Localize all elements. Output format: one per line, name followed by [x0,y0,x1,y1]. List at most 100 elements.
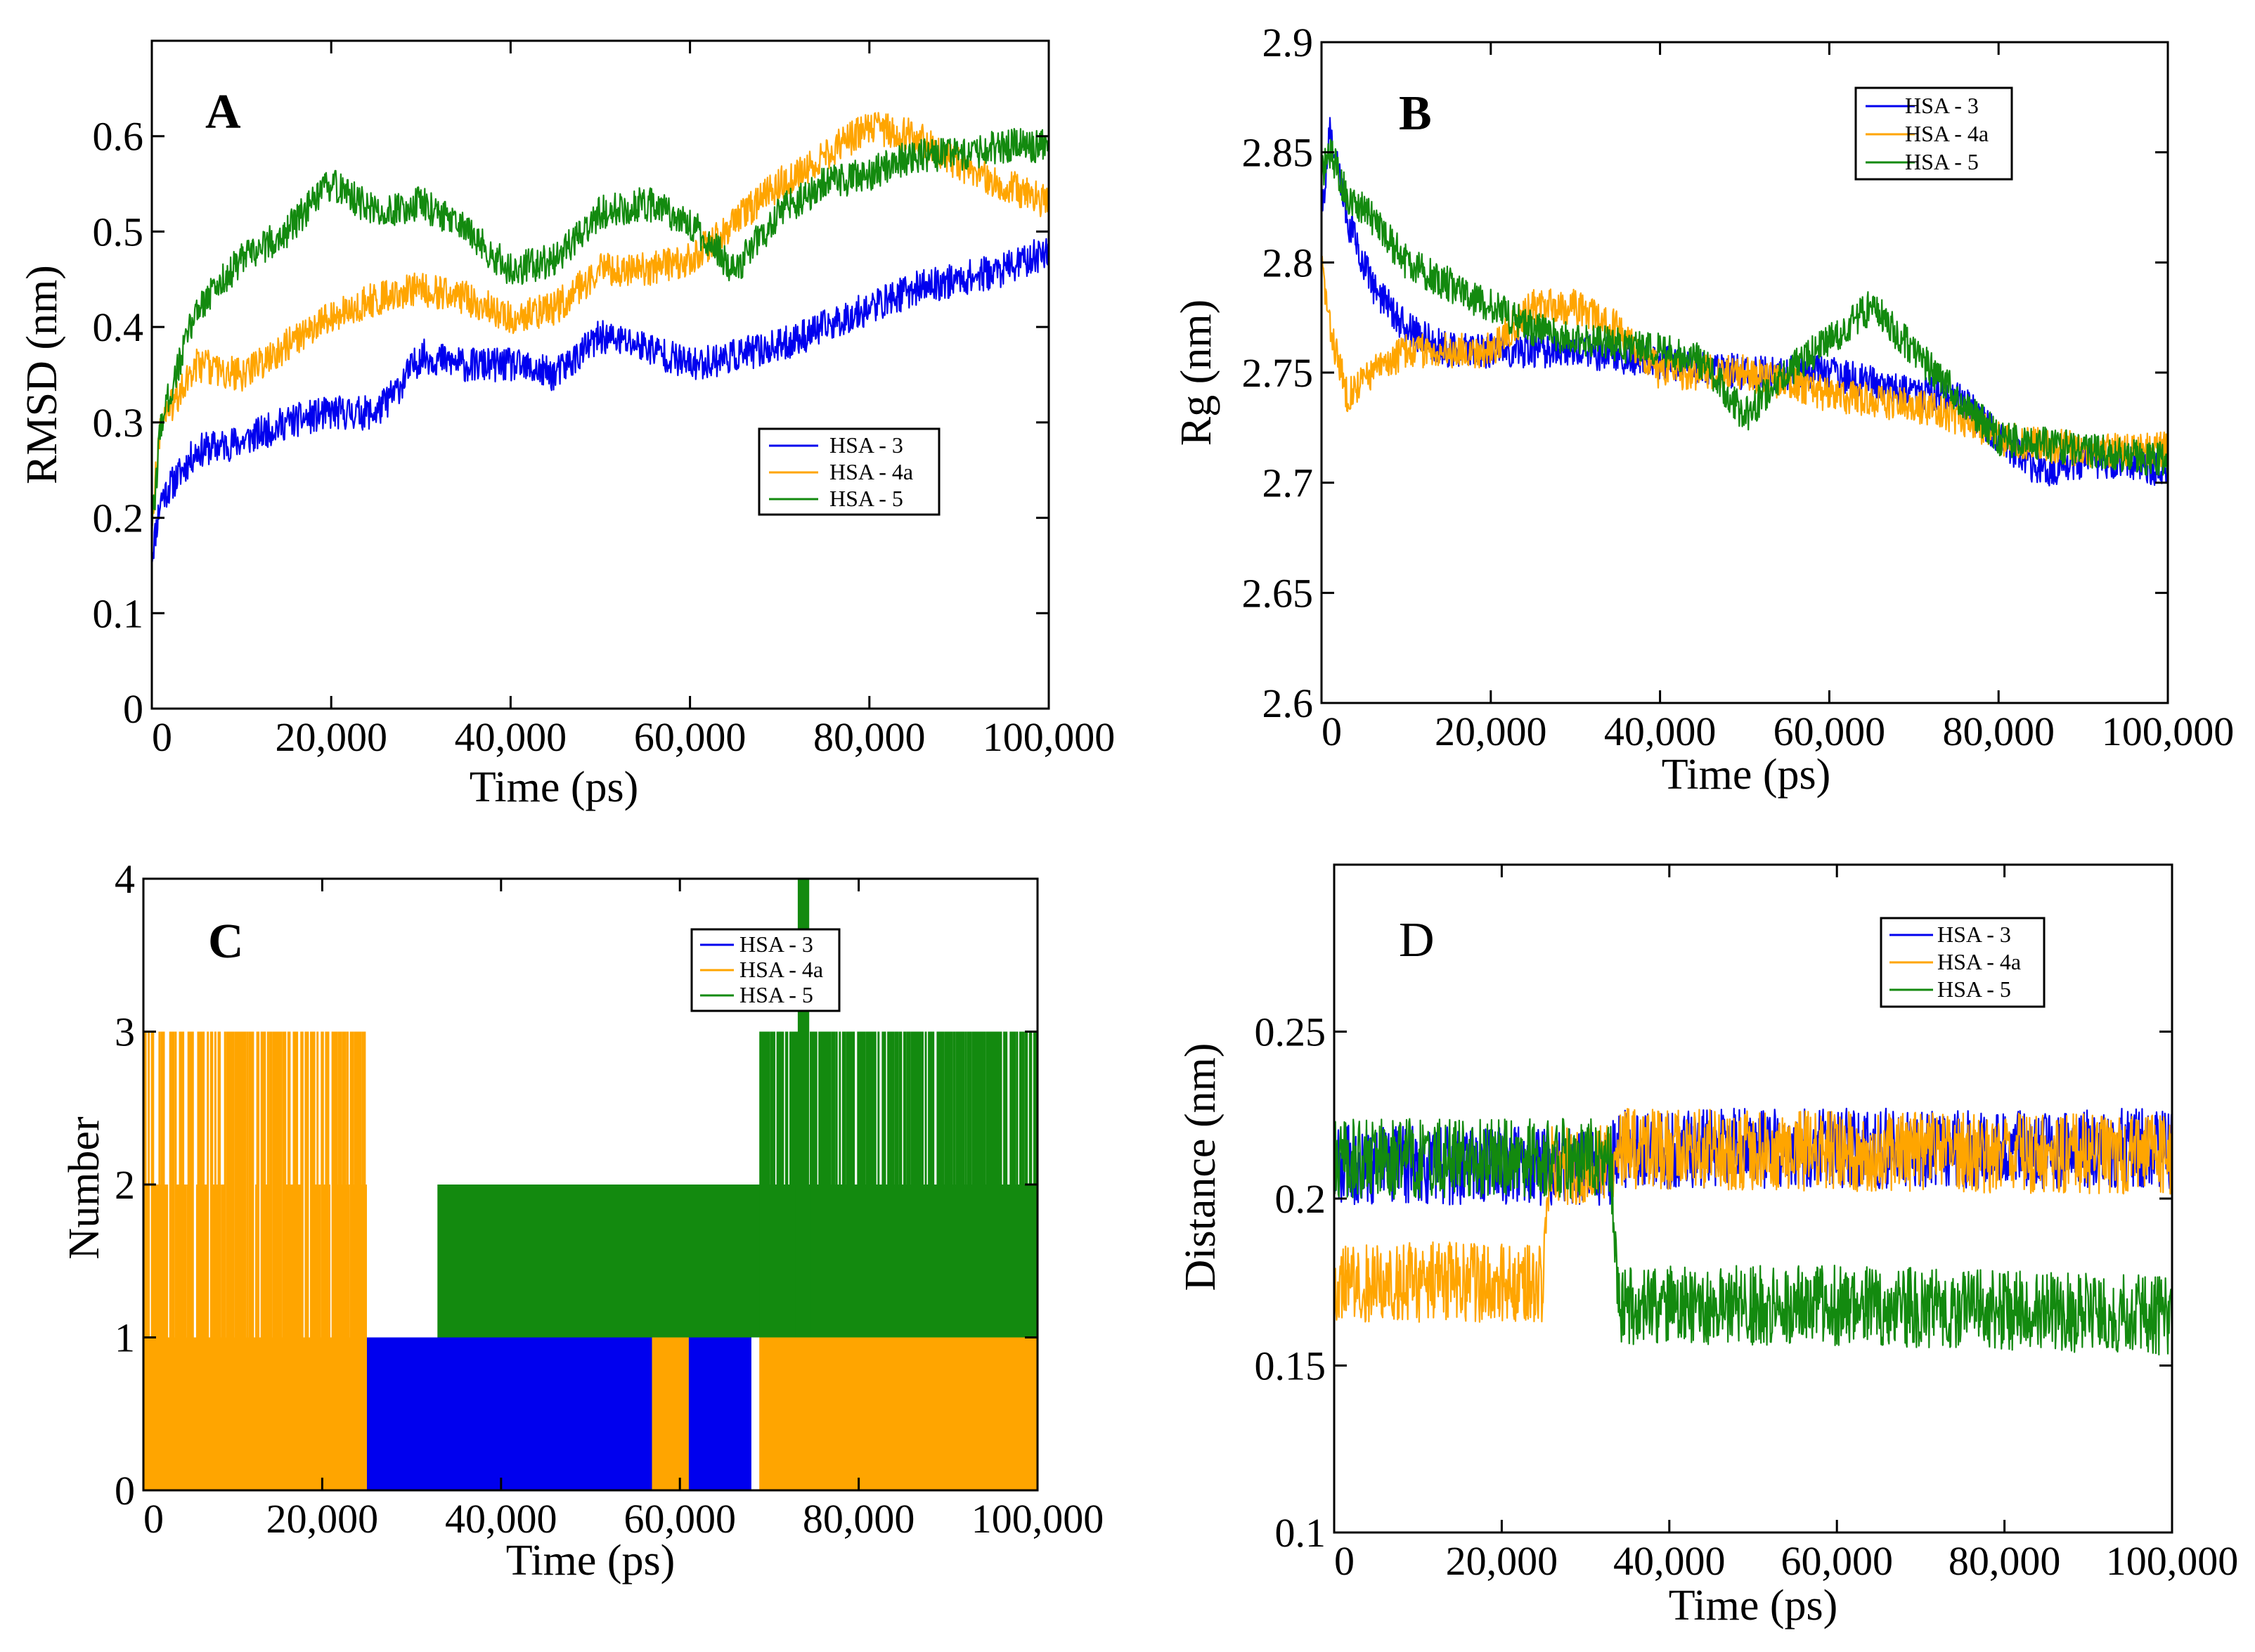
panel-a-xtick-label: 40,000 [455,714,567,760]
panel-d-legend: HSA - 3 HSA - 4a HSA - 5 [1880,917,2046,1008]
panel-a-ticks: 0 20,000 40,000 60,000 80,000 100,000 0 0.1 0.2 0… [93,41,1116,760]
legend-label-hsa-3: HSA - 3 [1905,93,1979,118]
panel-b-xlabel: Time (ps) [1662,751,1831,799]
panel-d-ylabel: Distance (nm) [1177,1043,1225,1291]
panel-c-xlabel: Time (ps) [506,1537,676,1585]
panel-b-letter: B [1399,86,1432,141]
panel-d-letter: D [1399,913,1435,967]
panel-b-ylabel: Rg (nm) [1172,299,1220,446]
panel-c-ytick-label: 0 [115,1468,135,1514]
panel-b-series-hsa-5 [1320,138,2169,476]
panel-d-series [1333,1107,2173,1356]
panel-a-xlabel: Time (ps) [470,763,639,811]
panel-d-xtick-label: 20,000 [1446,1538,1558,1584]
panel-b-ticks: 0 20,000 40,000 60,000 80,000 100,000 2.6 2.65 2… [1242,20,2235,754]
panel-b-ytick-label: 2.85 [1242,130,1314,176]
panel-a-ylabel: RMSD (nm) [18,265,66,484]
legend-label-hsa-3: HSA - 3 [1937,922,2011,947]
panel-c-ticks: 0 20,000 40,000 60,000 80,000 100,000 0 1 2 3 4 [115,856,1104,1542]
panel-c-series-hsa-3 [366,1337,751,1490]
panel-c-xtick-label: 100,000 [971,1496,1104,1542]
legend-label-hsa-4a: HSA - 4a [739,957,823,982]
panel-d-series-hsa-5 [1333,1118,2173,1356]
panel-c-series-hsa-3-segment [366,1337,653,1490]
panel-a: 0 20,000 40,000 60,000 80,000 100,000 0 0.1 0.2 0… [0,0,1125,815]
panel-a-series-hsa-5 [150,128,1049,545]
panel-b-series-hsa-4a [1320,255,2169,468]
panel-d-xtick-label: 0 [1334,1538,1355,1584]
panel-c-xtick-label: 0 [143,1496,164,1542]
panel-a-xtick-label: 80,000 [813,714,926,760]
panel-b-xtick-label: 40,000 [1604,709,1717,754]
panel-a-legend: HSA - 3 HSA - 4a HSA - 5 [758,427,941,516]
panel-d-ytick-label: 0.25 [1255,1009,1326,1055]
legend-label-hsa-4a: HSA - 4a [829,459,913,484]
legend-label-hsa-5: HSA - 5 [1905,149,1979,174]
panel-c-xtick-label: 80,000 [803,1496,915,1542]
panel-c-ytick-label: 4 [115,856,135,902]
panel-d-ytick-label: 0.15 [1255,1343,1326,1389]
panel-a-series-hsa-4a [151,112,1050,527]
panel-a-ytick-label: 0.2 [93,496,144,541]
panel-a-xtick-label: 20,000 [275,714,387,760]
panel-d-xlabel: Time (ps) [1669,1582,1838,1630]
panel-d-series-hsa-4a [1333,1108,2173,1323]
panel-c-series-hsa-5-segment [759,1031,1038,1338]
panel-c-series-hsa-3-segment [437,1337,457,1490]
legend-label-hsa-3: HSA - 3 [829,432,903,458]
panel-b-ytick-label: 2.9 [1262,20,1314,65]
panel-b-xtick-label: 0 [1322,709,1342,754]
panel-c-series-hsa-3-segment [687,1337,751,1490]
panel-c-series-hsa-4a-segment [652,1337,689,1490]
panel-b-xtick-label: 60,000 [1773,709,1886,754]
panel-d-ytick-label: 0.1 [1275,1510,1326,1556]
panel-c-legend: HSA - 3 HSA - 4a HSA - 5 [690,928,841,1012]
panel-c-series-hsa-4a [142,1031,1038,1490]
panel-c-series-hsa-5 [437,879,1038,1338]
panel-c-series-hsa-5-segment [795,879,810,1338]
panel-a-ytick-label: 0.3 [93,400,144,446]
panel-c-ytick-label: 2 [115,1162,135,1208]
panel-c-series-hsa-5-segment [437,1185,770,1338]
panel-a-xtick-label: 100,000 [983,714,1116,760]
panel-d-xtick-label: 100,000 [2106,1538,2239,1584]
panel-c-series-hsa-4a-segment [759,1337,1038,1490]
panel-a-letter: A [205,85,241,139]
panel-c-ytick-label: 3 [115,1009,135,1055]
panel-d-xtick-label: 40,000 [1613,1538,1726,1584]
panel-b-ytick-label: 2.6 [1262,680,1314,726]
panel-a-xtick-label: 0 [152,714,172,760]
panel-b-ytick-label: 2.65 [1242,570,1314,616]
legend-label-hsa-4a: HSA - 4a [1905,121,1989,146]
panel-a-ytick-label: 0 [123,686,143,732]
panel-b-xtick-label: 80,000 [1942,709,2055,754]
legend-label-hsa-3: HSA - 3 [739,931,813,957]
legend-label-hsa-4a: HSA - 4a [1937,949,2021,974]
panel-c-ytick-label: 1 [115,1315,135,1361]
panel-c-series [142,879,1038,1490]
panel-b: 0 20,000 40,000 60,000 80,000 100,000 2.6 2.65 2… [1128,0,2255,815]
panel-c-letter: C [208,915,244,969]
panel-b-series [1320,117,2169,486]
panel-b-xtick-label: 100,000 [2102,709,2235,754]
panel-c-ylabel: Number [60,1116,108,1260]
panel-a-plot-frame [150,39,1050,710]
panel-b-xtick-label: 20,000 [1435,709,1547,754]
panel-a-ytick-label: 0.1 [93,591,144,636]
panel-d-ytick-label: 0.2 [1275,1176,1326,1222]
panel-b-ytick-label: 2.7 [1262,460,1314,506]
panel-b-ytick-label: 2.75 [1242,350,1314,396]
legend-label-hsa-5: HSA - 5 [829,486,903,511]
panel-c-xtick-label: 20,000 [266,1496,379,1542]
panel-a-ytick-label: 0.6 [93,114,144,160]
panel-d-ticks: 0 20,000 40,000 60,000 80,000 100,000 0.1 0.15 0… [1255,865,2239,1584]
panel-d-xtick-label: 60,000 [1781,1538,1893,1584]
panel-b-legend: HSA - 3 HSA - 4a HSA - 5 [1854,86,2013,181]
legend-label-hsa-5: HSA - 5 [1937,976,2011,1002]
panel-a-xtick-label: 60,000 [634,714,747,760]
legend-label-hsa-5: HSA - 5 [739,982,813,1007]
panel-d: 0 20,000 40,000 60,000 80,000 100,000 0.1 0.15 0… [1142,818,2255,1652]
panel-a-ytick-label: 0.4 [93,304,144,350]
